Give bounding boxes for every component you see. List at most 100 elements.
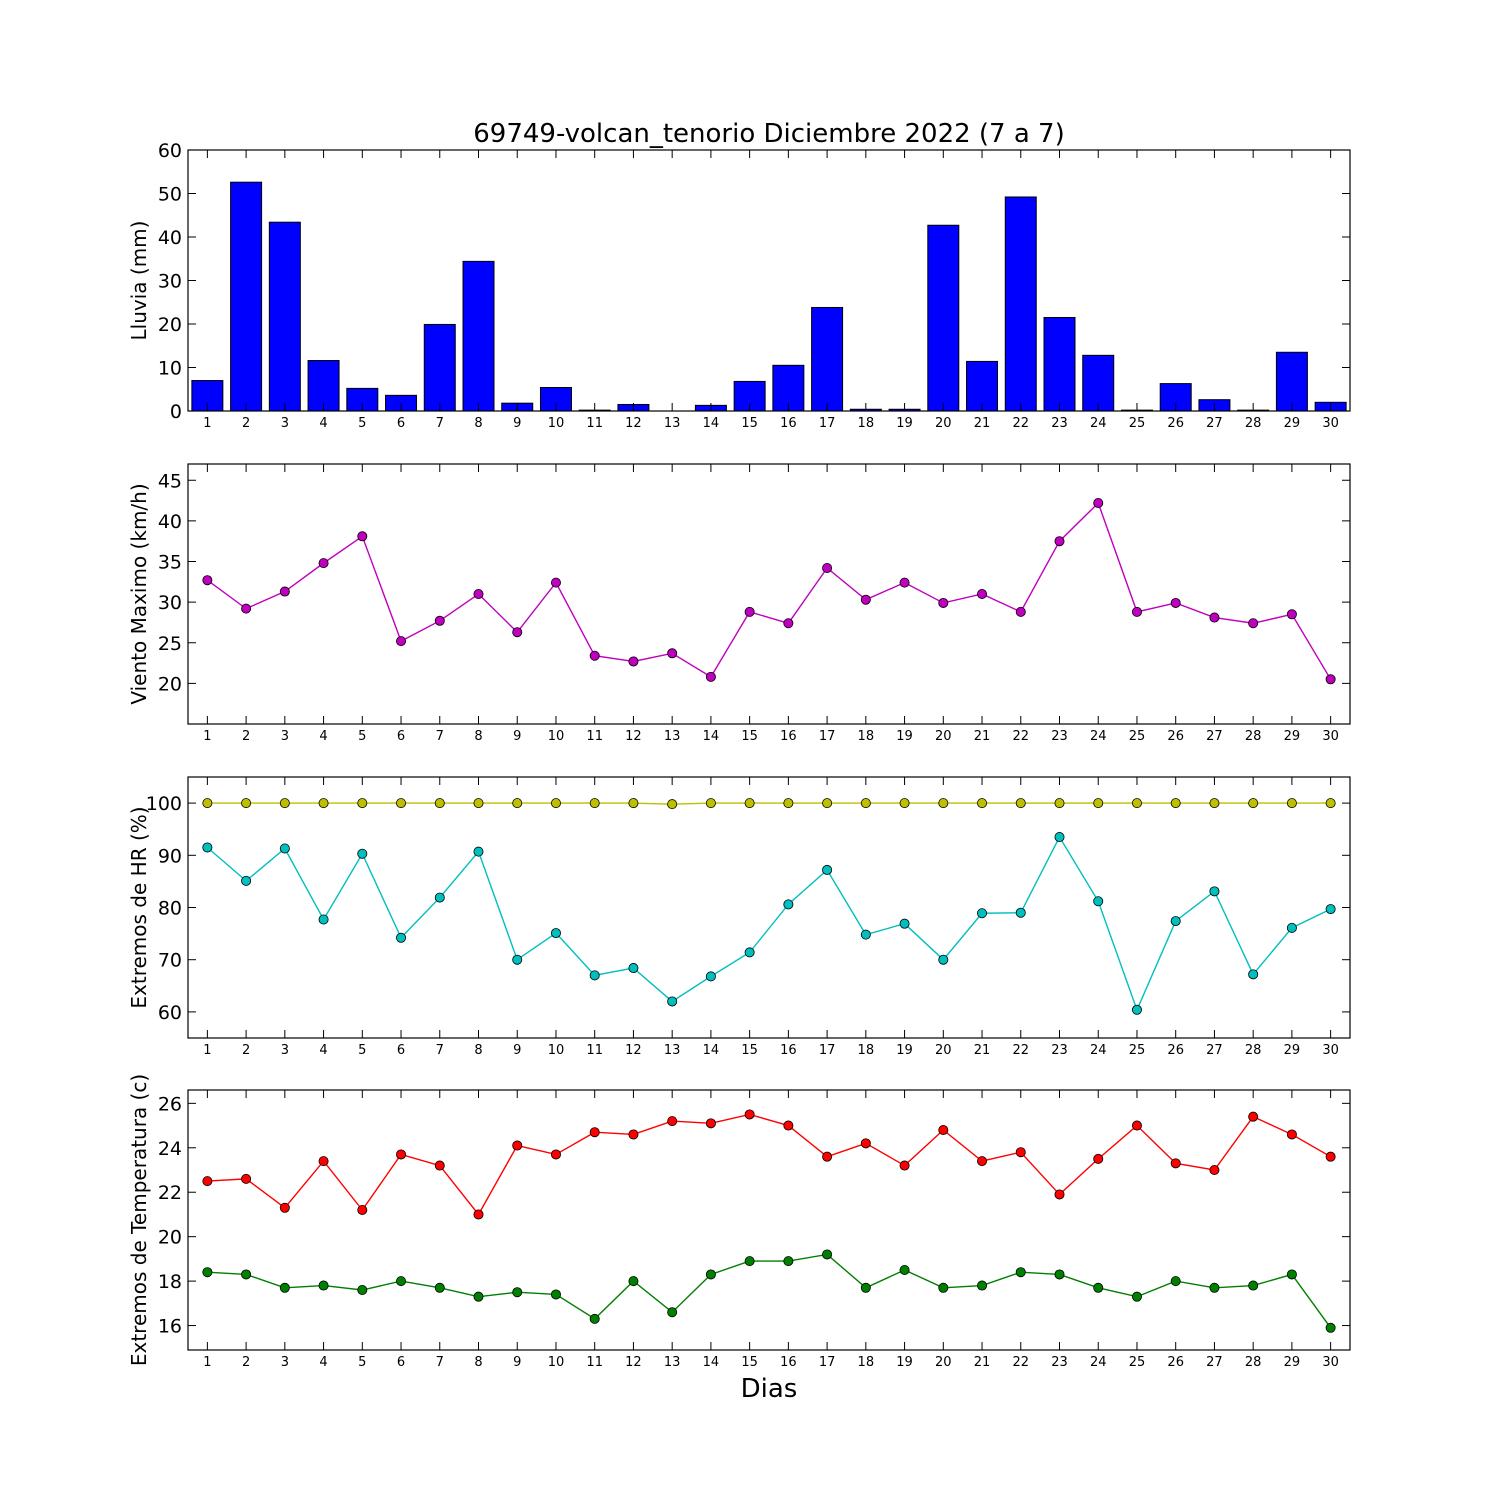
rain-xtick-label: 23 — [1051, 416, 1068, 431]
humidity-xtick-label: 1 — [203, 1043, 211, 1058]
humidity-series-0-point-day-22 — [1015, 798, 1026, 809]
temperature-xtick-label: 11 — [586, 1355, 603, 1370]
temperature-xtick-label: 25 — [1129, 1355, 1146, 1370]
wind-xtick-label: 13 — [664, 729, 681, 744]
temperature-xtick-label: 18 — [858, 1355, 875, 1370]
humidity-series-1-point-day-2 — [241, 875, 252, 886]
humidity-xtick-label: 9 — [513, 1043, 521, 1058]
temperature-series-0-point-day-3 — [279, 1202, 290, 1213]
humidity-series-0-point-day-12 — [628, 798, 639, 809]
humidity-series-1-point-day-4 — [318, 914, 329, 925]
temperature-xtick-label: 21 — [974, 1355, 991, 1370]
humidity-series-1-point-day-3 — [279, 843, 290, 854]
humidity-series-0-point-day-18 — [860, 798, 871, 809]
humidity-series-0-point-day-23 — [1054, 798, 1065, 809]
humidity-series-0-point-day-17 — [822, 798, 833, 809]
rain-ytick-label: 30 — [158, 271, 182, 293]
temperature-series-0-point-day-28 — [1248, 1111, 1259, 1122]
rain-xtick-label: 28 — [1245, 416, 1262, 431]
temperature-ytick-label: 22 — [158, 1182, 182, 1204]
temperature-series-0-point-day-17 — [822, 1151, 833, 1162]
rain-xtick-label: 14 — [703, 416, 720, 431]
humidity-series-0-point-day-19 — [899, 798, 910, 809]
bar-day-2 — [230, 181, 263, 412]
wind-xtick-label: 17 — [819, 729, 836, 744]
temperature-series-1-point-day-19 — [899, 1265, 910, 1276]
temperature-xtick-label: 6 — [397, 1355, 405, 1370]
temperature-series-0-point-day-18 — [860, 1138, 871, 1149]
rain-ylabel: Lluvia (mm) — [127, 221, 151, 341]
rain-xtick-label: 1 — [203, 416, 211, 431]
humidity-xtick-label: 30 — [1322, 1043, 1339, 1058]
temperature-xtick-label: 3 — [281, 1355, 289, 1370]
humidity-xtick-label: 29 — [1284, 1043, 1301, 1058]
rain-xtick-label: 20 — [935, 416, 952, 431]
temperature-series-0-point-day-25 — [1131, 1120, 1142, 1131]
rain-xtick-label: 8 — [474, 416, 482, 431]
humidity-series-1-point-day-23 — [1054, 832, 1065, 843]
temperature-series-1-point-day-27 — [1209, 1282, 1220, 1293]
temperature-series-1-point-day-6 — [396, 1276, 407, 1287]
wind-xtick-label: 20 — [935, 729, 952, 744]
humidity-series-0-point-day-14 — [705, 798, 716, 809]
humidity-xtick-label: 24 — [1090, 1043, 1107, 1058]
humidity-series-1-point-day-19 — [899, 918, 910, 929]
humidity-xtick-label: 15 — [741, 1043, 758, 1058]
temperature-series-0-point-day-27 — [1209, 1165, 1220, 1176]
humidity-series-0-point-day-15 — [744, 798, 755, 809]
humidity-series-1-point-day-24 — [1093, 896, 1104, 907]
bar-day-22 — [1004, 196, 1037, 412]
rain-xtick-label: 21 — [974, 416, 991, 431]
temperature-series-1-point-day-5 — [357, 1285, 368, 1296]
bar-day-23 — [1043, 316, 1076, 412]
temperature-xtick-label: 19 — [896, 1355, 913, 1370]
temperature-xtick-label: 13 — [664, 1355, 681, 1370]
temperature-series-1-point-day-28 — [1248, 1280, 1259, 1291]
wind-series-0-point-day-20 — [938, 597, 949, 608]
humidity-series-1-point-day-12 — [628, 963, 639, 974]
wind-xtick-label: 29 — [1284, 729, 1301, 744]
rain-xtick-label: 12 — [625, 416, 642, 431]
humidity-series-0-point-day-13 — [667, 799, 678, 810]
wind-series-0-point-day-27 — [1209, 612, 1220, 623]
humidity-series-1-point-day-28 — [1248, 969, 1259, 980]
wind-xtick-label: 11 — [586, 729, 603, 744]
temperature-xtick-label: 24 — [1090, 1355, 1107, 1370]
humidity-xtick-label: 12 — [625, 1043, 642, 1058]
wind-xtick-label: 18 — [858, 729, 875, 744]
rain-ytick-label: 0 — [170, 401, 182, 423]
rain-xtick-label: 18 — [858, 416, 875, 431]
wind-series-0-point-day-28 — [1248, 618, 1259, 629]
rain-xtick-label: 7 — [436, 416, 444, 431]
wind-series-0-point-day-19 — [899, 577, 910, 588]
bar-day-7 — [423, 323, 456, 412]
wind-series-0-point-day-30 — [1325, 674, 1336, 685]
temperature-series-1-point-day-3 — [279, 1282, 290, 1293]
temperature-series-0-point-day-26 — [1170, 1158, 1181, 1169]
temperature-series-0-point-day-7 — [434, 1160, 445, 1171]
humidity-series-0-point-day-21 — [977, 798, 988, 809]
rain-xtick-label: 10 — [548, 416, 565, 431]
temperature-ytick-label: 26 — [158, 1093, 182, 1115]
rain-xtick-label: 19 — [896, 416, 913, 431]
humidity-series-1-point-day-22 — [1015, 907, 1026, 918]
humidity-series-1-point-day-5 — [357, 848, 368, 859]
rain-xtick-label: 22 — [1012, 416, 1029, 431]
rain-xtick-label: 30 — [1322, 416, 1339, 431]
rain-xtick-label: 26 — [1167, 416, 1184, 431]
x-axis-label: Dias — [741, 1374, 798, 1404]
humidity-series-0-point-day-26 — [1170, 798, 1181, 809]
humidity-series-0-point-day-10 — [550, 798, 561, 809]
bar-day-29 — [1275, 351, 1308, 412]
temperature-ytick-label: 20 — [158, 1227, 182, 1249]
wind-series-0-point-day-23 — [1054, 536, 1065, 547]
temperature-series-1-point-day-23 — [1054, 1269, 1065, 1280]
temperature-series-0-point-day-12 — [628, 1129, 639, 1140]
temperature-series-1-point-day-11 — [589, 1313, 600, 1324]
humidity-series-0-point-day-16 — [783, 798, 794, 809]
wind-series-0-point-day-4 — [318, 558, 329, 569]
humidity-series-0-point-day-8 — [473, 798, 484, 809]
rain-xtick-label: 2 — [242, 416, 250, 431]
